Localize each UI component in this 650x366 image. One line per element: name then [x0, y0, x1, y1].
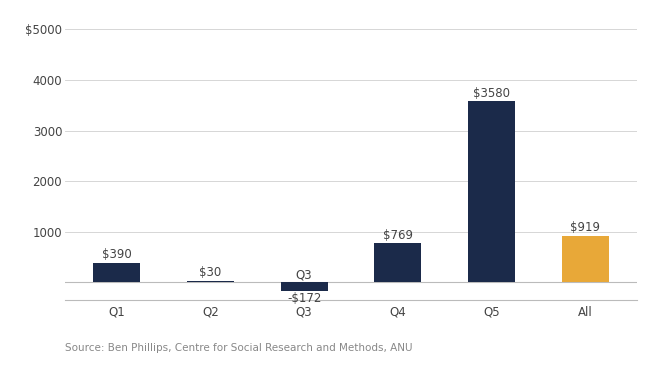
Text: $3580: $3580 [473, 87, 510, 100]
Text: $769: $769 [383, 229, 413, 242]
Text: -$172: -$172 [287, 292, 321, 305]
Bar [187, 281, 234, 283]
Text: $919: $919 [571, 221, 601, 234]
Bar [562, 236, 609, 283]
Text: $390: $390 [101, 248, 131, 261]
Bar [468, 101, 515, 283]
Text: Q3: Q3 [296, 268, 313, 281]
Bar [93, 263, 140, 283]
Bar [281, 283, 328, 291]
Text: Source: Ben Phillips, Centre for Social Research and Methods, ANU: Source: Ben Phillips, Centre for Social … [65, 343, 413, 353]
Text: $30: $30 [199, 266, 222, 279]
Bar [374, 243, 421, 283]
